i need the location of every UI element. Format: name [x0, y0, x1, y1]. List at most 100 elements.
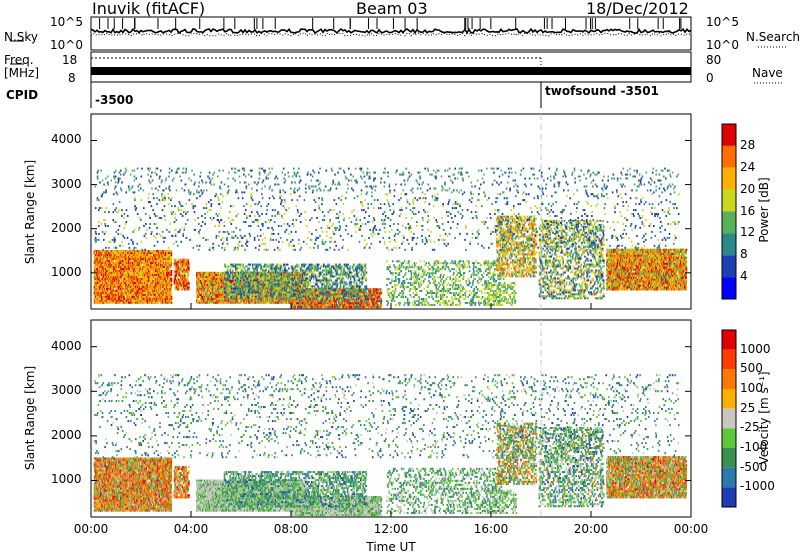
heatmap-cell [174, 277, 176, 279]
heatmap-cell [151, 296, 153, 298]
heatmap-cell [200, 280, 202, 282]
heatmap-cell [167, 280, 169, 282]
freq-series-band [91, 67, 691, 75]
heatmap-cell [115, 274, 117, 276]
heatmap-cell [148, 296, 150, 298]
heatmap-cell [233, 302, 235, 304]
heatmap-cell [221, 276, 223, 278]
heatmap-cell [124, 254, 126, 256]
heatmap-cell [155, 262, 157, 264]
heatmap-cell [109, 256, 111, 258]
heatmap-cell [201, 282, 203, 284]
heatmap-cell [171, 280, 173, 282]
heatmap-cell [178, 279, 180, 281]
heatmap-cell [200, 294, 202, 296]
heatmap-cell [101, 274, 103, 276]
heatmap-cell [179, 283, 181, 285]
heatmap-cell [164, 254, 166, 256]
heatmap-cell [218, 276, 220, 278]
heatmap-cell [188, 287, 190, 289]
heatmap-cell [169, 262, 171, 264]
heatmap-cell [153, 282, 155, 284]
heatmap-cell [208, 292, 210, 294]
heatmap-cell [187, 259, 189, 261]
heatmap-cell [162, 260, 164, 262]
heatmap-cell [131, 272, 133, 274]
heatmap-cell [187, 281, 189, 283]
heatmap-cell [148, 270, 150, 272]
heatmap-cell [151, 290, 153, 292]
heatmap-cell [144, 262, 146, 264]
heatmap-cell [156, 274, 158, 276]
heatmap-cell [171, 298, 173, 300]
heatmap-cell [197, 282, 199, 284]
heatmap-cell [217, 296, 219, 298]
heatmap-cell [196, 274, 198, 276]
heatmap-cell [174, 263, 176, 265]
heatmap-cell [168, 276, 170, 278]
heatmap-cell [112, 288, 114, 290]
heatmap-cell [124, 262, 126, 264]
heatmap-cell [155, 276, 157, 278]
heatmap-cell [96, 274, 98, 276]
heatmap-cell [166, 256, 168, 258]
heatmap-cell [97, 268, 99, 270]
heatmap-cell [188, 271, 190, 273]
heatmap-cell [123, 296, 125, 298]
heatmap-cell [121, 286, 123, 288]
heatmap-cell [140, 266, 142, 268]
heatmap-cell [176, 271, 178, 273]
heatmap-cell [115, 258, 117, 260]
heatmap-cell [161, 288, 163, 290]
heatmap-cell [275, 302, 277, 304]
heatmap-cell [177, 287, 179, 289]
heatmap-cell [180, 287, 182, 289]
heatmap-cell [176, 275, 178, 277]
heatmap-cell [255, 300, 257, 302]
heatmap-cell [108, 298, 110, 300]
heatmap-cell [141, 264, 143, 266]
heatmap-cell [109, 268, 111, 270]
heatmap-cell [171, 282, 173, 284]
heatmap-cell [151, 280, 153, 282]
heatmap-cell [200, 278, 202, 280]
heatmap-cell [180, 259, 182, 261]
heatmap-cell [179, 289, 181, 291]
heatmap-cell [107, 272, 109, 274]
heatmap-cell [163, 256, 165, 258]
heatmap-cell [99, 286, 101, 288]
heatmap-cell [120, 302, 122, 304]
heatmap-cell [184, 267, 186, 269]
heatmap-cell [175, 259, 177, 261]
heatmap-cell [184, 261, 186, 263]
heatmap-cell [181, 269, 183, 271]
heatmap-cell [151, 272, 153, 274]
heatmap-cell [212, 274, 214, 276]
heatmap-cell [104, 296, 106, 298]
heatmap-cell [217, 272, 219, 274]
heatmap-cell [186, 277, 188, 279]
heatmap-cell [171, 292, 173, 294]
heatmap-cell [199, 292, 201, 294]
heatmap-cell [171, 256, 173, 258]
heatmap-cell [241, 302, 243, 304]
heatmap-cell [125, 252, 127, 254]
heatmap-cell [171, 260, 173, 262]
heatmap-cell [106, 252, 108, 254]
heatmap-cell [266, 302, 268, 304]
heatmap-cell [119, 260, 121, 262]
heatmap-cell [209, 290, 211, 292]
heatmap-cell [171, 254, 173, 256]
heatmap-cell [171, 276, 173, 278]
heatmap-cell [129, 268, 131, 270]
heatmap-cell [125, 268, 127, 270]
heatmap-cell [205, 280, 207, 282]
heatmap-cell [274, 298, 276, 300]
heatmap-cell [208, 288, 210, 290]
heatmap-cell [171, 284, 173, 286]
heatmap-cell [184, 287, 186, 289]
heatmap-cell [149, 296, 151, 298]
heatmap-cell [171, 274, 173, 276]
heatmap-cell [139, 278, 141, 280]
heatmap-cell [97, 298, 99, 300]
